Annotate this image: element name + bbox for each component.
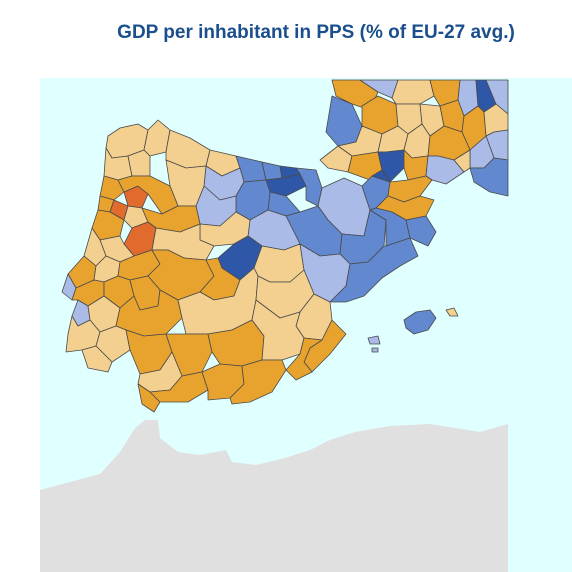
region: [319, 145, 353, 173]
island-formentera: [371, 347, 379, 353]
region: [295, 167, 323, 207]
region: [469, 157, 509, 197]
region: [127, 149, 151, 177]
balearic-islands: [367, 307, 459, 353]
island-ibiza: [367, 335, 381, 345]
island-menorca: [445, 307, 459, 317]
north-africa-land: [40, 420, 508, 572]
region: [453, 149, 471, 173]
region: [285, 337, 323, 381]
island-mallorca: [403, 309, 437, 335]
region: [371, 169, 391, 183]
region: [229, 359, 287, 405]
region: [137, 383, 161, 413]
map-title: GDP per inhabitant in PPS (% of EU-27 av…: [117, 22, 515, 43]
region: [405, 215, 437, 247]
region: [117, 175, 179, 215]
france-regions: [319, 79, 509, 197]
region: [81, 345, 113, 373]
region: [99, 175, 125, 201]
sea-area-right: [508, 78, 572, 572]
iberia-regions: [61, 119, 437, 413]
